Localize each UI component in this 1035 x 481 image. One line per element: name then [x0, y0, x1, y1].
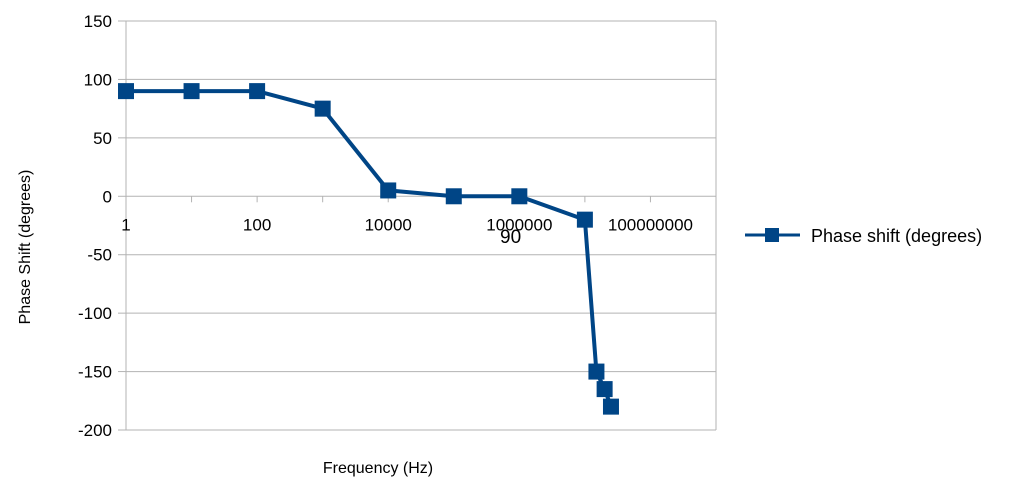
legend-label: Phase shift (degrees)	[811, 226, 982, 246]
data-point	[314, 100, 331, 117]
data-point	[576, 211, 593, 228]
data-point	[118, 83, 134, 100]
x-tick-label: 1000000	[486, 215, 552, 234]
y-tick-label: 50	[93, 129, 112, 148]
data-point	[380, 182, 397, 199]
x-axis-title: Frequency (Hz)	[323, 460, 433, 477]
data-point	[596, 381, 613, 398]
data-point	[183, 83, 200, 100]
y-tick-label: 100	[84, 70, 112, 89]
y-tick-labels: 150 100 50 0 -50 -100 -150 -200	[78, 12, 112, 440]
y-tick-label: -50	[87, 246, 112, 265]
data-point	[511, 188, 528, 205]
x-tick-labels: 1 100 10000 1000000 100000000	[121, 215, 693, 234]
data-point	[445, 188, 462, 205]
legend: Phase shift (degrees)	[745, 226, 982, 246]
y-tick-label: -150	[78, 363, 112, 382]
gridlines	[118, 20, 717, 431]
data-point	[602, 398, 619, 415]
y-tick-label: -100	[78, 304, 112, 323]
y-tick-label: -200	[78, 421, 112, 440]
x-tick-label: 1	[121, 215, 130, 234]
annotation-label: 90	[500, 227, 521, 248]
series-line	[126, 89, 613, 408]
data-point	[249, 83, 266, 100]
data-point	[588, 363, 605, 380]
series-layer	[118, 83, 619, 415]
x-tick-label: 100000000	[608, 215, 693, 234]
y-tick-label: 0	[103, 187, 112, 206]
y-tick-label: 150	[84, 12, 112, 31]
y-axis-title: Phase Shift (degrees)	[17, 170, 34, 325]
x-tick-label: 10000	[365, 215, 412, 234]
legend-marker	[765, 228, 779, 242]
x-tick-label: 100	[243, 215, 271, 234]
